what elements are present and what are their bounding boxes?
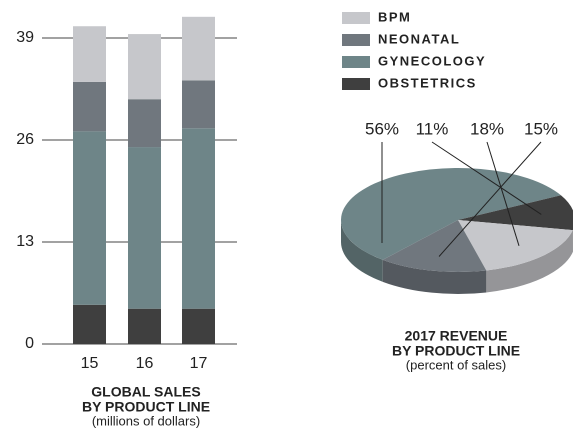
legend-label: NEONATAL <box>378 31 460 46</box>
legend-swatch <box>342 78 370 90</box>
y-tick-label: 26 <box>16 131 34 148</box>
chart-subtitle: (millions of dollars) <box>92 413 200 428</box>
y-tick-label: 0 <box>25 335 34 352</box>
x-tick-label: 15 <box>81 355 99 372</box>
pie-label: 56% <box>365 119 399 138</box>
pie-label: 15% <box>524 119 558 138</box>
pie-slice <box>458 220 573 271</box>
leader-line <box>431 141 542 215</box>
leader-line <box>438 141 542 257</box>
legend-swatch <box>342 12 370 24</box>
leader-line <box>486 141 520 246</box>
bar-segment <box>182 16 215 81</box>
bar-segment <box>128 99 161 148</box>
pie-label: 18% <box>470 119 504 138</box>
bar-segment <box>73 304 106 344</box>
bar-segment <box>128 147 161 309</box>
pie-side <box>486 230 573 293</box>
bar-segment <box>73 131 106 305</box>
bar-segment <box>182 80 215 129</box>
chart-subtitle: (percent of sales) <box>406 357 506 372</box>
chart-title: BY PRODUCT LINE <box>82 399 210 415</box>
bar-segment <box>73 26 106 82</box>
y-tick-label: 39 <box>16 29 34 46</box>
bar-segment <box>128 308 161 344</box>
pie-label: 11% <box>416 119 449 138</box>
legend-swatch <box>342 34 370 46</box>
bar-segment <box>182 308 215 344</box>
legend-swatch <box>342 56 370 68</box>
chart-title: GLOBAL SALES <box>91 384 200 400</box>
bar-segment <box>182 128 215 309</box>
pie-side <box>382 259 487 294</box>
x-tick-label: 16 <box>136 355 154 372</box>
legend-label: BPM <box>378 9 411 24</box>
y-tick-label: 13 <box>16 233 34 250</box>
chart-title: BY PRODUCT LINE <box>392 343 520 359</box>
bar-segment <box>128 34 161 100</box>
legend-label: GYNECOLOGY <box>378 53 486 68</box>
x-tick-label: 17 <box>190 355 208 372</box>
legend-label: OBSTETRICS <box>378 75 477 90</box>
bar-segment <box>73 81 106 132</box>
pie-side <box>341 220 383 282</box>
chart-title: 2017 REVENUE <box>405 328 508 344</box>
pie-slice <box>458 195 573 231</box>
